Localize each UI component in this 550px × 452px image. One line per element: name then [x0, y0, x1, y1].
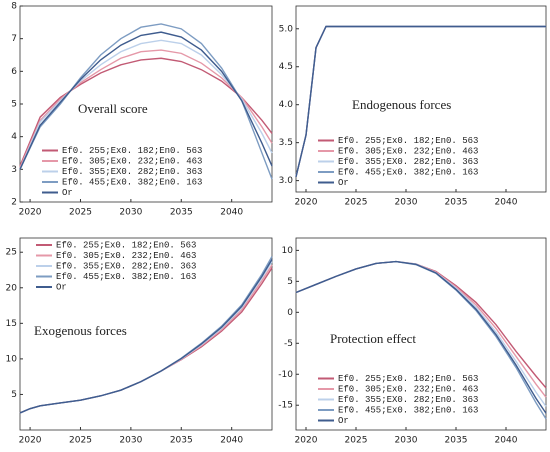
x-tick-label: 2040 [495, 198, 518, 208]
plot-frame [295, 5, 547, 193]
y-tick-label: 8 [11, 2, 17, 12]
y-tick-label: 15 [6, 319, 17, 329]
legend-label: Ef0. 355;EX0. 282;En0. 363 [338, 157, 478, 167]
y-tick-label: -15 [278, 401, 293, 411]
x-tick-label: 2020 [19, 208, 42, 218]
legend-label: Ef0. 305;Ex0. 232;En0. 463 [338, 384, 478, 394]
series-line [295, 25, 546, 177]
legend-label: Ef0. 305;Ex0. 232;En0. 463 [62, 156, 202, 166]
x-tick-label: 2025 [69, 436, 92, 446]
y-tick-label: 20 [6, 283, 18, 293]
y-tick-label: 5 [11, 100, 17, 110]
series-line [19, 31, 273, 170]
legend-label: Or [338, 416, 349, 426]
panel-title: Protection effect [330, 331, 416, 346]
y-tick-label: 5 [11, 390, 17, 400]
panel-title: Endogenous forces [352, 97, 451, 112]
x-tick-label: 2035 [445, 198, 468, 208]
subplot: 2 3 4 5 6 7 8 2020 2025 2030 2035 2040 Overall score… [11, 2, 273, 218]
legend-label: Or [56, 282, 67, 292]
y-tick-label: 3.0 [279, 176, 294, 186]
y-tick-label: 4 [11, 132, 17, 142]
y-tick-label: 4.0 [279, 100, 294, 110]
legend-label: Ef0. 255;Ex0. 182;En0. 563 [338, 374, 478, 384]
series-line [295, 260, 547, 389]
x-tick-label: 2030 [119, 436, 142, 446]
x-tick-label: 2035 [170, 208, 193, 218]
y-tick-label: 2 [11, 198, 17, 208]
x-tick-label: 2040 [220, 208, 243, 218]
legend-label: Ef0. 255;Ex0. 182;En0. 563 [56, 240, 196, 250]
legend-label: Ef0. 455;Ex0. 382;En0. 163 [56, 272, 196, 282]
y-tick-label: 5 [287, 277, 293, 287]
plot-frame [19, 237, 273, 431]
legend-label: Ef0. 255;Ex0. 182;En0. 563 [338, 136, 478, 146]
x-tick-label: 2035 [445, 436, 468, 446]
y-tick-label: 10 [282, 246, 294, 256]
x-tick-label: 2025 [69, 208, 92, 218]
y-tick-label: 10 [6, 354, 18, 364]
y-tick-label: 0 [287, 308, 293, 318]
y-tick-label: 4.5 [279, 62, 293, 72]
x-tick-label: 2025 [345, 198, 368, 208]
legend-label: Ef0. 455;Ex0. 382;En0. 163 [338, 167, 478, 177]
y-tick-label: 5.0 [279, 24, 294, 34]
legend-label: Ef0. 305;Ex0. 232;En0. 463 [338, 146, 478, 156]
x-tick-label: 2030 [395, 436, 418, 446]
y-tick-label: 3.5 [279, 138, 293, 148]
x-tick-label: 2040 [220, 436, 243, 446]
legend-label: Ef0. 355;EX0. 282;En0. 363 [56, 261, 196, 271]
panel-title: Overall score [78, 101, 148, 116]
x-tick-label: 2030 [119, 208, 142, 218]
legend-label: Ef0. 355;EX0. 282;En0. 363 [62, 167, 202, 177]
panel-title: Exogenous forces [34, 323, 127, 338]
x-tick-label: 2040 [495, 436, 518, 446]
x-tick-label: 2025 [345, 436, 368, 446]
x-tick-label: 2020 [295, 198, 318, 208]
plot-frame [295, 237, 547, 431]
x-tick-label: 2035 [170, 436, 193, 446]
subplot: 10 5 0 -5 -10 -15 2020 2025 2030 2035 2040 Protecti… [278, 237, 547, 446]
series-line [19, 258, 273, 414]
legend-label: Ef0. 455;Ex0. 382;En0. 163 [62, 177, 202, 187]
series-line [295, 260, 547, 414]
y-tick-label: 7 [11, 34, 17, 44]
legend-label: Ef0. 305;Ex0. 232;En0. 463 [56, 251, 196, 261]
y-tick-label: 6 [11, 67, 17, 77]
legend-label: Ef0. 255;Ex0. 182;En0. 563 [62, 146, 202, 156]
legend-label: Or [338, 178, 349, 188]
legend-label: Or [62, 188, 73, 198]
y-tick-label: -10 [278, 370, 293, 380]
y-tick-label: 25 [6, 248, 17, 258]
legend-label: Ef0. 355;EX0. 282;En0. 363 [338, 395, 478, 405]
legend-label: Ef0. 455;Ex0. 382;En0. 163 [338, 405, 478, 415]
x-tick-label: 2020 [19, 436, 42, 446]
x-tick-label: 2020 [295, 436, 318, 446]
y-tick-label: -5 [284, 339, 293, 349]
y-tick-label: 3 [11, 165, 17, 175]
x-tick-label: 2030 [395, 198, 418, 208]
subplot: 3.0 3.5 4.0 4.5 5.0 2020 2025 2030 2035 2040 Endog… [279, 5, 547, 208]
